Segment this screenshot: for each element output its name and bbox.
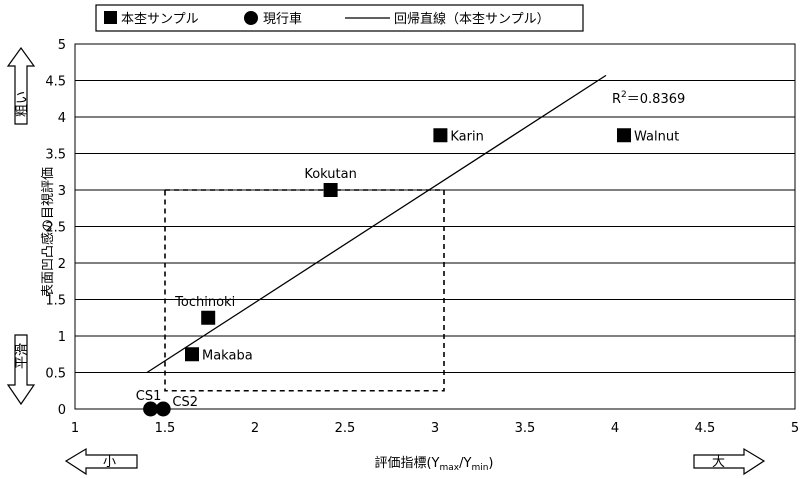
y-tick-label: 2 <box>58 257 66 272</box>
point-label-tochinoki: Tochinoki <box>174 295 235 310</box>
y-up-arrow: 粗い <box>6 46 36 125</box>
y-tick-label: 2.5 <box>45 221 66 236</box>
x-tick-label: 5 <box>791 421 799 436</box>
y-tick-label: 0.5 <box>45 367 66 382</box>
y-top-tag: 粗い <box>15 91 30 117</box>
x-title-mid: /Y <box>459 456 471 471</box>
point-label-cs1: CS1 <box>136 389 162 404</box>
gridlines <box>75 43 795 410</box>
point-label-makaba: Makaba <box>202 348 253 363</box>
legend-circle-marker <box>244 11 258 25</box>
y-tick-label: 4 <box>58 111 66 126</box>
x-tick-label: 4 <box>611 421 619 436</box>
x-title-sub-min: min <box>471 463 488 473</box>
x-tick-labels: 1 1.5 2 2.5 3 3.5 4 4.5 5 <box>71 421 799 436</box>
r2-value: ＝0.8369 <box>627 92 686 107</box>
x-right-tag: 大 <box>712 455 725 470</box>
point-label-kokutan: Kokutan <box>304 167 357 182</box>
x-tick-label: 2.5 <box>335 421 356 436</box>
x-tick-label: 3 <box>431 421 439 436</box>
x-title-main: 評価指標(Y <box>374 456 439 471</box>
point-cs1 <box>143 401 159 417</box>
point-label-cs2: CS2 <box>172 395 198 410</box>
point-tochinoki <box>201 310 216 325</box>
legend-box <box>95 4 584 32</box>
y-tick-label: 1 <box>58 330 66 345</box>
y-tick-label: 3.5 <box>45 148 66 163</box>
r2-superscript: 2 <box>621 90 627 100</box>
up-arrow-icon <box>6 46 36 125</box>
left-arrow-icon <box>64 447 138 476</box>
x-title-end: ) <box>488 456 493 471</box>
y-bottom-tag: 平滑 <box>15 343 30 369</box>
point-walnut <box>617 128 631 143</box>
dashed-region <box>164 189 445 392</box>
point-karin <box>433 128 448 143</box>
point-label-karin: Karin <box>450 129 483 144</box>
x-left-arrow: 小 <box>64 447 138 476</box>
x-title-sub-max: max <box>440 463 460 473</box>
x-axis-title: 評価指標(Ymax/Ymin) <box>374 456 493 473</box>
down-arrow-icon <box>6 334 36 406</box>
y-tick-labels: 0 0.5 1 1.5 2 2.5 3 3.5 4 4.5 5 <box>45 38 66 418</box>
x-right-arrow: 大 <box>693 447 766 476</box>
legend-line-label: 回帰直線（本杢サンプル） <box>394 11 550 27</box>
point-cs2 <box>155 401 171 417</box>
x-tick-label: 2 <box>251 421 259 436</box>
y-tick-label: 4.5 <box>45 75 66 90</box>
point-kokutan <box>323 183 338 197</box>
right-arrow-icon <box>693 447 766 476</box>
y-tick-label: 3 <box>58 184 66 199</box>
x-tick-label: 4.5 <box>695 421 716 436</box>
data-points: Walnut Karin Kokutan Tochinoki Makaba CS1 CS2 <box>136 128 679 417</box>
point-makaba <box>185 347 199 362</box>
x-tick-label: 3.5 <box>515 421 536 436</box>
legend-current-label: 現行車 <box>263 12 302 27</box>
legend-sample-label: 本杢サンプル <box>121 12 199 27</box>
regression-line <box>146 74 607 374</box>
plot-area <box>74 43 796 410</box>
x-tick-label: 1.5 <box>155 421 176 436</box>
y-tick-label: 0 <box>58 403 66 418</box>
y-tick-label: 1.5 <box>45 294 66 309</box>
r2-label: R2＝0.8369 <box>612 90 685 107</box>
x-left-tag: 小 <box>103 455 116 470</box>
legend: 本杢サンプル 現行車 回帰直線（本杢サンプル） <box>95 4 584 32</box>
point-label-walnut: Walnut <box>634 129 679 144</box>
r2-r: R <box>612 92 621 107</box>
legend-square-marker <box>104 11 117 24</box>
y-tick-label: 5 <box>58 38 66 53</box>
x-tick-label: 1 <box>71 421 79 436</box>
y-axis-title: 表面凹凸感の目視評価 <box>40 167 56 297</box>
y-down-arrow: 平滑 <box>6 334 36 406</box>
